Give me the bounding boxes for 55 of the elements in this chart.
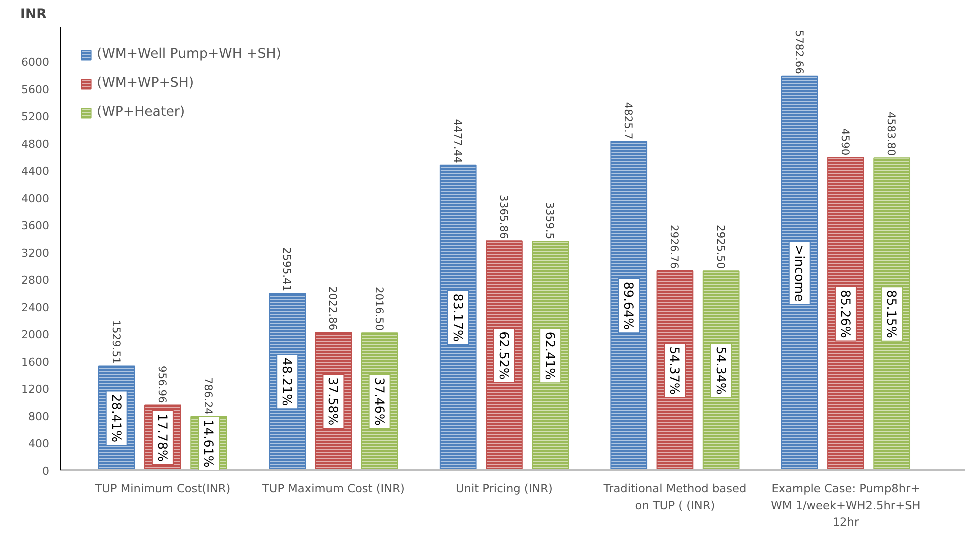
annotation: 37.46% [372,378,388,426]
annotation: 62.52% [496,332,512,380]
annotation: 54.34% [714,346,729,395]
legend-label: (WM+WP+SH) [97,76,194,91]
data-label: 2926.76 [668,224,682,270]
annotation: 28.41% [109,394,124,443]
y-tick-label: 1600 [22,356,50,369]
y-tick-label: 5200 [22,110,50,124]
data-label: 4590 [838,128,852,156]
annotation: 54.37% [668,346,683,395]
y-tick-label: 3200 [22,246,50,260]
annotation: 48.21% [280,358,296,406]
x-tick-label: TUP Minimum Cost(INR) [94,482,231,496]
data-label: 3365.86 [497,195,510,240]
data-label: 1529.51 [110,320,123,364]
annotation: 14.61% [202,420,217,468]
annotation: 85.15% [884,290,900,338]
data-label: 2925.50 [714,225,728,270]
x-tick-label: Unit Pricing (INR) [456,482,553,496]
annotation: 85.26% [838,290,854,338]
y-tick-label: 1200 [22,383,50,396]
y-tick-label: 4400 [22,165,50,178]
y-tick-label: 2000 [22,328,50,342]
annotation: 17.78% [155,414,170,462]
annotation: 83.17% [450,294,466,342]
y-tick-label: 5600 [22,83,50,96]
legend-label: (WP+Heater) [97,105,186,120]
data-label: 956.96 [156,366,169,404]
legend-label: (WM+Well Pump+WH +SH) [97,47,282,62]
data-label: 4825.7 [622,102,636,140]
y-tick-label: 400 [28,438,50,451]
data-label: 2022.86 [326,286,340,331]
data-label: 2595.41 [280,248,294,292]
x-tick-label: Traditional Method based on TUP ( (INR) [602,482,747,512]
y-tick-label: 3600 [22,220,50,233]
y-axis-title: INR [20,8,47,22]
y-tick-label: 0 [42,465,50,478]
data-label: 4477.44 [451,119,464,164]
data-label: 3359.5 [544,202,557,240]
annotation: >income [792,244,808,302]
annotation: 62.41% [543,332,558,380]
annotation: 89.64% [622,282,637,330]
data-label: 786.24 [202,378,216,416]
y-tick-label: 6000 [22,56,50,70]
data-label: 5782.66 [792,30,806,75]
annotation: 37.58% [326,377,342,426]
data-label: 4583.80 [885,112,898,156]
x-tick-label: Example Case: Pump8hr+ WM 1/week+WH2.5hr+SH 12hr [771,482,921,530]
y-tick-label: 2800 [22,274,50,288]
y-tick-label: 2400 [22,301,50,314]
y-tick-label: 800 [28,410,50,424]
x-tick-label: TUP Maximum Cost (INR) [262,482,405,496]
y-tick-label: 4800 [22,138,50,151]
y-tick-label: 4000 [22,192,50,206]
data-label: 2016.50 [372,287,386,332]
